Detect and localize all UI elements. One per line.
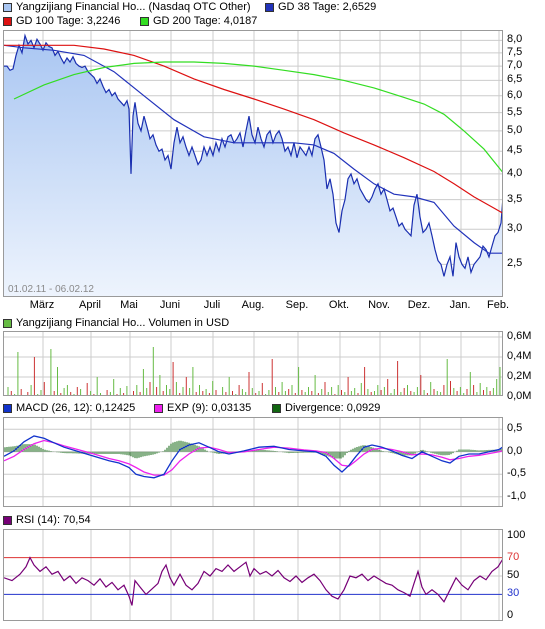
macd-tick-label: -1,0 xyxy=(507,489,526,502)
macd-line xyxy=(4,435,502,479)
rsi-tick-label: 50 xyxy=(507,569,520,581)
gd38-swatch-icon xyxy=(265,2,274,12)
volume-chart-panel xyxy=(3,331,503,396)
legend-macd: MACD (26, 12): 0,12425 xyxy=(3,401,135,415)
legend-divergence: Divergence: 0,0929 xyxy=(272,401,380,415)
gd38-line xyxy=(4,44,502,254)
price-chart-panel xyxy=(3,30,503,297)
price-tick-label: 6,5 xyxy=(507,73,523,86)
gd100-line xyxy=(4,44,502,214)
volume-tick-label: 0,2M xyxy=(507,370,532,382)
macd-chart xyxy=(4,418,502,506)
legend-macd-label: MACD (26, 12): 0,12425 xyxy=(16,402,136,414)
legend-exp-label: EXP (9): 0,03135 xyxy=(167,402,252,414)
rsi-tick-label: 100 xyxy=(507,529,526,541)
month-label: Mai xyxy=(120,299,138,311)
price-tick-label: 3,0 xyxy=(507,222,523,235)
macd-chart-panel xyxy=(3,417,503,507)
price-chart xyxy=(4,31,502,296)
price-tick-label: 4,5 xyxy=(507,144,523,157)
macd-tick-label: 0,0 xyxy=(507,444,523,457)
price-tick-label: 3,5 xyxy=(507,192,523,205)
month-label: Aug. xyxy=(241,299,265,311)
rsi-tick-label: 0 xyxy=(507,609,514,621)
legend-rsi: RSI (14): 70,54 xyxy=(3,513,91,527)
gd200-swatch-icon xyxy=(140,16,149,26)
price-tick-label: 4,0 xyxy=(507,166,523,179)
rsi-tick-label: 70 xyxy=(507,550,520,563)
gd100-swatch-icon xyxy=(3,16,12,26)
rsi-swatch-icon xyxy=(3,515,12,525)
legend-volume: Yangzijiang Financial Ho... Volumen in U… xyxy=(3,316,229,330)
volume-swatch-icon xyxy=(3,318,12,328)
volume-tick-label: 0,6M xyxy=(507,330,532,342)
macd-tick-label: 0,5 xyxy=(507,422,523,435)
legend-gd38-label: GD 38 Tage: 2,6529 xyxy=(278,1,377,13)
month-label: Nov. xyxy=(368,299,390,311)
rsi-tick-label: 30 xyxy=(507,587,520,600)
volume-tick-label: 0,0M xyxy=(507,390,532,402)
month-label: April xyxy=(78,299,102,311)
rsi-chart-panel xyxy=(3,529,503,621)
legend-volume-label: Yangzijiang Financial Ho... Volumen in U… xyxy=(16,317,230,329)
legend-stock: Yangzijiang Financial Ho... (Nasdaq OTC … xyxy=(3,0,251,14)
legend-gd100-label: GD 100 Tage: 3,2246 xyxy=(16,15,121,27)
price-tick-label: 5,5 xyxy=(507,105,523,118)
volume-chart xyxy=(4,332,502,395)
price-tick-label: 8,0 xyxy=(507,33,523,46)
gd200-line xyxy=(13,61,502,173)
month-label: Juni xyxy=(159,299,181,311)
legend-gd38: GD 38 Tage: 2,6529 xyxy=(265,0,376,14)
macd-swatch-icon xyxy=(3,403,12,413)
stock-swatch-icon xyxy=(3,2,12,12)
month-label: Juli xyxy=(203,299,221,311)
price-tick-label: 6,0 xyxy=(507,88,523,101)
price-area xyxy=(4,35,502,296)
exp-swatch-icon xyxy=(154,403,163,413)
price-tick-label: 2,5 xyxy=(507,257,523,270)
legend-gd100: GD 100 Tage: 3,2246 xyxy=(3,14,120,28)
month-label: Dez. xyxy=(407,299,431,311)
legend-divergence-label: Divergence: 0,0929 xyxy=(285,402,381,414)
month-label: Jan. xyxy=(449,299,471,311)
volume-tick-label: 0,4M xyxy=(507,350,532,362)
rsi-chart xyxy=(4,530,502,620)
rsi-line xyxy=(4,556,502,606)
price-tick-label: 7,5 xyxy=(507,45,523,58)
legend-rsi-label: RSI (14): 70,54 xyxy=(16,514,91,526)
legend-stock-label: Yangzijiang Financial Ho... (Nasdaq OTC … xyxy=(16,1,251,13)
legend-exp: EXP (9): 0,03135 xyxy=(154,401,251,415)
exp-line xyxy=(4,439,502,476)
divergence-swatch-icon xyxy=(272,403,281,413)
legend-gd200: GD 200 Tage: 4,0187 xyxy=(140,14,257,28)
month-label: März xyxy=(29,299,55,311)
price-tick-label: 7,0 xyxy=(507,59,523,72)
macd-tick-label: -0,5 xyxy=(507,467,526,480)
month-label: Sep. xyxy=(285,299,309,311)
month-label: Feb. xyxy=(486,299,510,311)
month-label: Okt. xyxy=(328,299,350,311)
date-range-label: 01.02.11 - 06.02.12 xyxy=(8,284,94,295)
legend-gd200-label: GD 200 Tage: 4,0187 xyxy=(153,15,258,27)
price-tick-label: 5,0 xyxy=(507,123,523,136)
